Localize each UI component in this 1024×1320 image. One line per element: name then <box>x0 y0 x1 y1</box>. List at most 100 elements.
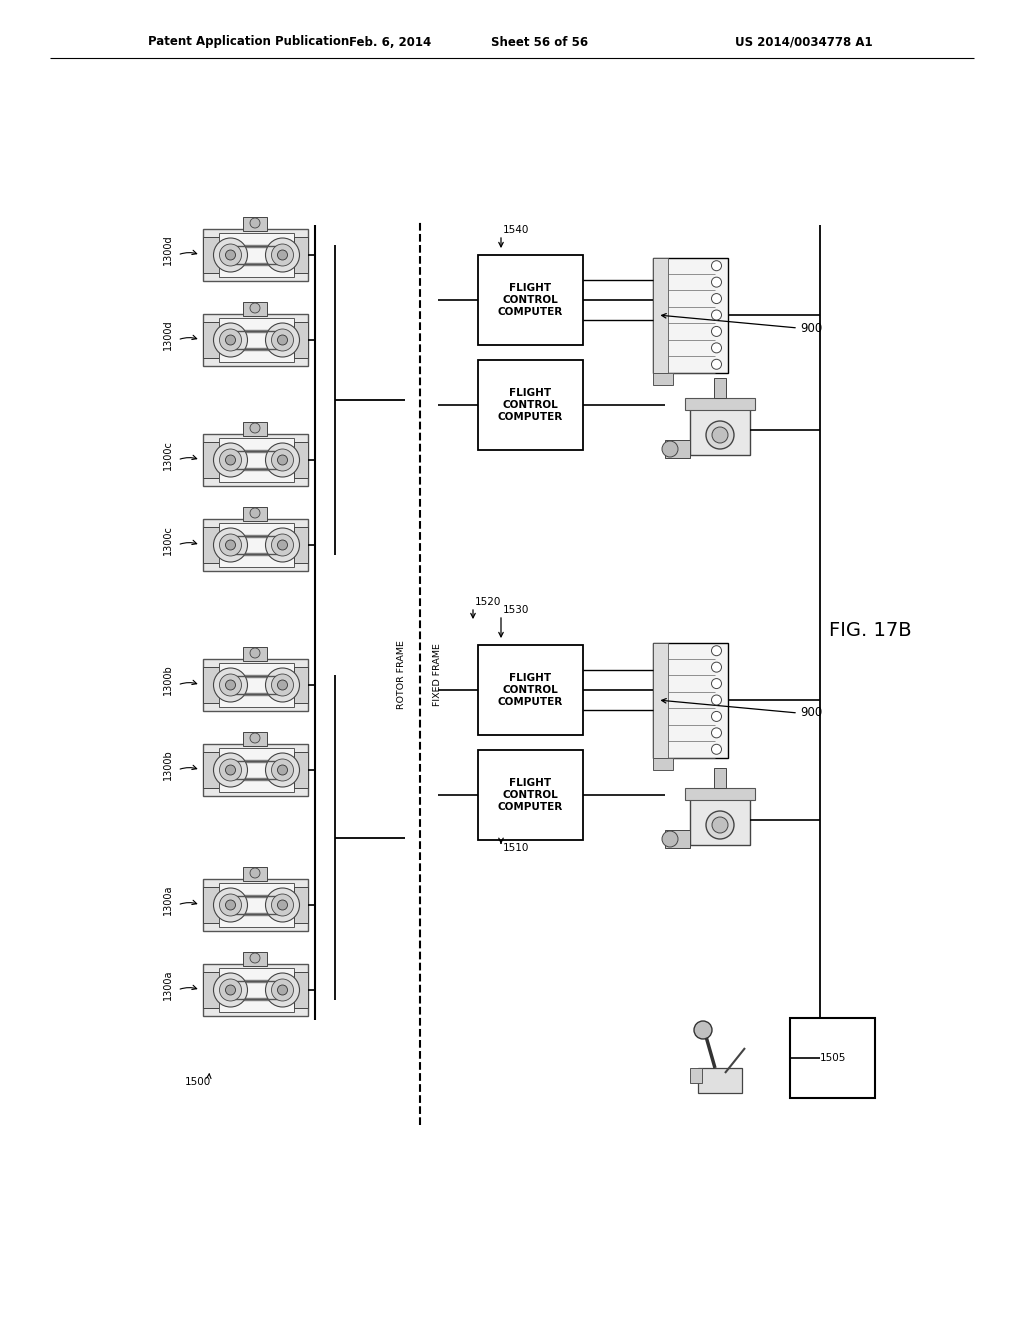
Bar <box>652 257 668 372</box>
Bar <box>218 663 294 708</box>
Bar <box>218 748 294 792</box>
Text: FIXED FRAME: FIXED FRAME <box>433 644 442 706</box>
Circle shape <box>265 323 299 356</box>
Text: 1530: 1530 <box>503 605 529 615</box>
Circle shape <box>712 343 722 352</box>
Circle shape <box>271 894 294 916</box>
Bar <box>203 238 218 273</box>
Circle shape <box>712 293 722 304</box>
Text: CONTROL: CONTROL <box>502 400 558 411</box>
Bar <box>477 360 583 450</box>
Bar <box>294 972 307 1008</box>
Circle shape <box>265 888 299 921</box>
Bar <box>294 752 307 788</box>
Bar <box>294 238 307 273</box>
Text: CONTROL: CONTROL <box>502 294 558 305</box>
Bar <box>690 1068 702 1082</box>
Circle shape <box>219 759 242 781</box>
Circle shape <box>219 535 242 556</box>
Circle shape <box>712 426 728 444</box>
Text: Patent Application Publication: Patent Application Publication <box>148 36 349 49</box>
Circle shape <box>250 508 260 517</box>
Bar <box>203 964 307 1016</box>
Bar <box>714 768 726 788</box>
Circle shape <box>213 888 248 921</box>
Text: 1540: 1540 <box>503 224 529 235</box>
Bar <box>203 527 218 564</box>
Circle shape <box>278 249 288 260</box>
Circle shape <box>712 817 728 833</box>
Bar <box>203 659 307 711</box>
Bar <box>477 645 583 735</box>
Circle shape <box>250 733 260 743</box>
Circle shape <box>265 238 299 272</box>
Bar <box>477 750 583 840</box>
Text: 1300a: 1300a <box>163 884 172 915</box>
Bar <box>203 972 218 1008</box>
Circle shape <box>271 759 294 781</box>
Bar <box>294 322 307 358</box>
Circle shape <box>219 449 242 471</box>
Circle shape <box>225 455 236 465</box>
Circle shape <box>225 900 236 909</box>
Text: 1300b: 1300b <box>163 665 172 696</box>
Circle shape <box>225 766 236 775</box>
Bar <box>218 318 294 362</box>
Text: CONTROL: CONTROL <box>502 685 558 696</box>
Bar <box>243 507 267 521</box>
Bar <box>203 752 218 788</box>
Bar <box>294 442 307 478</box>
Text: 1300c: 1300c <box>163 525 172 554</box>
Text: US 2014/0034778 A1: US 2014/0034778 A1 <box>735 36 872 49</box>
Text: COMPUTER: COMPUTER <box>498 308 562 317</box>
Bar <box>203 322 218 358</box>
Circle shape <box>712 310 722 319</box>
Circle shape <box>712 744 722 754</box>
Circle shape <box>278 766 288 775</box>
Circle shape <box>278 680 288 690</box>
Circle shape <box>225 540 236 550</box>
Circle shape <box>712 663 722 672</box>
Circle shape <box>271 979 294 1001</box>
Text: 1510: 1510 <box>503 843 529 853</box>
Text: CONTROL: CONTROL <box>502 789 558 800</box>
Circle shape <box>219 244 242 267</box>
Circle shape <box>278 985 288 995</box>
Circle shape <box>706 421 734 449</box>
Text: 1520: 1520 <box>475 597 502 607</box>
Bar <box>203 442 218 478</box>
Circle shape <box>250 422 260 433</box>
Circle shape <box>712 645 722 656</box>
Text: 900: 900 <box>800 706 822 719</box>
Circle shape <box>265 973 299 1007</box>
Bar <box>477 255 583 345</box>
Bar <box>652 257 727 372</box>
Bar <box>790 1018 874 1098</box>
Circle shape <box>265 752 299 787</box>
Text: 1505: 1505 <box>820 1053 846 1063</box>
Text: Sheet 56 of 56: Sheet 56 of 56 <box>492 36 589 49</box>
Text: COMPUTER: COMPUTER <box>498 803 562 812</box>
Circle shape <box>278 900 288 909</box>
Circle shape <box>265 668 299 702</box>
Circle shape <box>213 528 248 562</box>
Text: 1300d: 1300d <box>163 319 172 350</box>
Circle shape <box>213 752 248 787</box>
Text: 1300c: 1300c <box>163 440 172 470</box>
Text: FLIGHT: FLIGHT <box>509 777 551 788</box>
Circle shape <box>219 329 242 351</box>
Text: ROTOR FRAME: ROTOR FRAME <box>397 640 407 709</box>
Bar <box>218 883 294 927</box>
Circle shape <box>271 329 294 351</box>
Text: 1300d: 1300d <box>163 235 172 265</box>
Text: Feb. 6, 2014: Feb. 6, 2014 <box>349 36 431 49</box>
Circle shape <box>662 832 678 847</box>
Text: 1300a: 1300a <box>163 970 172 1001</box>
Bar <box>218 968 294 1012</box>
Bar <box>218 438 294 482</box>
Bar <box>203 887 218 923</box>
Bar <box>294 667 307 704</box>
Bar <box>294 887 307 923</box>
Bar <box>243 216 267 231</box>
Circle shape <box>250 869 260 878</box>
